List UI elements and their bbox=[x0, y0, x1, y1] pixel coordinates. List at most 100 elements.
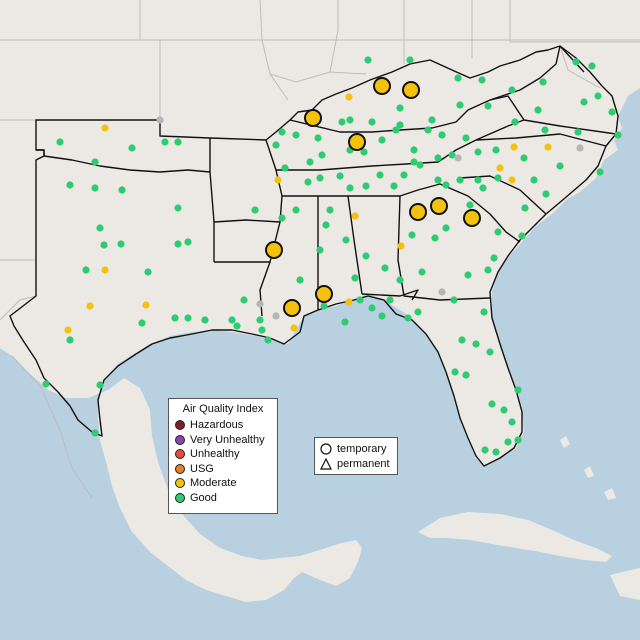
monitor-good[interactable] bbox=[184, 238, 192, 246]
monitor-good[interactable] bbox=[386, 296, 394, 304]
monitor-good[interactable] bbox=[336, 172, 344, 180]
monitor-good[interactable] bbox=[66, 336, 74, 344]
monitor-good[interactable] bbox=[161, 138, 169, 146]
monitor-good[interactable] bbox=[174, 138, 182, 146]
monitor-good[interactable] bbox=[346, 184, 354, 192]
monitor-good[interactable] bbox=[472, 340, 480, 348]
monitor-good[interactable] bbox=[292, 206, 300, 214]
monitor-good[interactable] bbox=[184, 314, 192, 322]
monitor-good[interactable] bbox=[456, 101, 464, 109]
monitor-good[interactable] bbox=[474, 176, 482, 184]
monitor-good[interactable] bbox=[118, 186, 126, 194]
monitor-good[interactable] bbox=[304, 178, 312, 186]
monitor-good[interactable] bbox=[450, 296, 458, 304]
monitor-moderate-temporary[interactable] bbox=[315, 285, 333, 303]
monitor-moderate[interactable] bbox=[345, 298, 353, 306]
monitor-good[interactable] bbox=[614, 131, 622, 139]
monitor-good[interactable] bbox=[424, 126, 432, 134]
monitor-good[interactable] bbox=[481, 446, 489, 454]
monitor-good[interactable] bbox=[128, 144, 136, 152]
monitor-good[interactable] bbox=[368, 304, 376, 312]
monitor-good[interactable] bbox=[458, 336, 466, 344]
monitor-moderate-temporary[interactable] bbox=[348, 133, 366, 151]
monitor-good[interactable] bbox=[448, 151, 456, 159]
monitor-good[interactable] bbox=[494, 174, 502, 182]
monitor-good[interactable] bbox=[539, 78, 547, 86]
monitor-good[interactable] bbox=[521, 204, 529, 212]
monitor-moderate[interactable] bbox=[142, 301, 150, 309]
monitor-good[interactable] bbox=[494, 228, 502, 236]
monitor-good[interactable] bbox=[514, 386, 522, 394]
monitor-good[interactable] bbox=[96, 381, 104, 389]
monitor-good[interactable] bbox=[362, 252, 370, 260]
monitor-good[interactable] bbox=[418, 268, 426, 276]
monitor-no-data[interactable] bbox=[156, 116, 164, 124]
monitor-good[interactable] bbox=[416, 161, 424, 169]
monitor-good[interactable] bbox=[258, 326, 266, 334]
monitor-good[interactable] bbox=[596, 168, 604, 176]
monitor-moderate-temporary[interactable] bbox=[430, 197, 448, 215]
monitor-good[interactable] bbox=[484, 266, 492, 274]
monitor-good[interactable] bbox=[316, 246, 324, 254]
monitor-good[interactable] bbox=[91, 429, 99, 437]
monitor-good[interactable] bbox=[414, 308, 422, 316]
monitor-good[interactable] bbox=[464, 271, 472, 279]
monitor-moderate[interactable] bbox=[544, 143, 552, 151]
monitor-no-data[interactable] bbox=[576, 144, 584, 152]
monitor-good[interactable] bbox=[82, 266, 90, 274]
monitor-good[interactable] bbox=[442, 181, 450, 189]
monitor-good[interactable] bbox=[378, 312, 386, 320]
monitor-good[interactable] bbox=[174, 240, 182, 248]
monitor-good[interactable] bbox=[404, 314, 412, 322]
monitor-good[interactable] bbox=[434, 154, 442, 162]
monitor-good[interactable] bbox=[100, 241, 108, 249]
monitor-good[interactable] bbox=[518, 232, 526, 240]
monitor-good[interactable] bbox=[351, 274, 359, 282]
monitor-good[interactable] bbox=[456, 176, 464, 184]
monitor-good[interactable] bbox=[466, 201, 474, 209]
monitor-good[interactable] bbox=[278, 128, 286, 136]
monitor-moderate[interactable] bbox=[496, 164, 504, 172]
monitor-good[interactable] bbox=[318, 151, 326, 159]
monitor-good[interactable] bbox=[396, 276, 404, 284]
monitor-moderate-temporary[interactable] bbox=[409, 203, 427, 221]
monitor-good[interactable] bbox=[292, 131, 300, 139]
monitor-good[interactable] bbox=[608, 108, 616, 116]
monitor-good[interactable] bbox=[462, 134, 470, 142]
monitor-good[interactable] bbox=[410, 158, 418, 166]
monitor-good[interactable] bbox=[392, 126, 400, 134]
monitor-good[interactable] bbox=[233, 322, 241, 330]
monitor-moderate[interactable] bbox=[351, 212, 359, 220]
monitor-good[interactable] bbox=[320, 302, 328, 310]
monitor-good[interactable] bbox=[91, 158, 99, 166]
monitor-good[interactable] bbox=[364, 56, 372, 64]
monitor-good[interactable] bbox=[486, 348, 494, 356]
monitor-good[interactable] bbox=[492, 146, 500, 154]
monitor-good[interactable] bbox=[514, 436, 522, 444]
monitor-good[interactable] bbox=[338, 118, 346, 126]
monitor-good[interactable] bbox=[272, 141, 280, 149]
monitor-good[interactable] bbox=[56, 138, 64, 146]
monitor-good[interactable] bbox=[508, 418, 516, 426]
monitor-good[interactable] bbox=[381, 264, 389, 272]
monitor-good[interactable] bbox=[474, 148, 482, 156]
monitor-good[interactable] bbox=[442, 224, 450, 232]
monitor-good[interactable] bbox=[341, 318, 349, 326]
monitor-good[interactable] bbox=[281, 164, 289, 172]
monitor-moderate-temporary[interactable] bbox=[463, 209, 481, 227]
monitor-good[interactable] bbox=[406, 56, 414, 64]
monitor-good[interactable] bbox=[378, 136, 386, 144]
monitor-good[interactable] bbox=[368, 118, 376, 126]
monitor-good[interactable] bbox=[488, 400, 496, 408]
monitor-good[interactable] bbox=[508, 86, 516, 94]
monitor-good[interactable] bbox=[316, 174, 324, 182]
monitor-good[interactable] bbox=[356, 296, 364, 304]
monitor-good[interactable] bbox=[500, 406, 508, 414]
monitor-moderate[interactable] bbox=[101, 266, 109, 274]
monitor-good[interactable] bbox=[171, 314, 179, 322]
monitor-good[interactable] bbox=[451, 368, 459, 376]
monitor-good[interactable] bbox=[296, 276, 304, 284]
monitor-good[interactable] bbox=[480, 308, 488, 316]
monitor-good[interactable] bbox=[326, 206, 334, 214]
monitor-good[interactable] bbox=[438, 131, 446, 139]
